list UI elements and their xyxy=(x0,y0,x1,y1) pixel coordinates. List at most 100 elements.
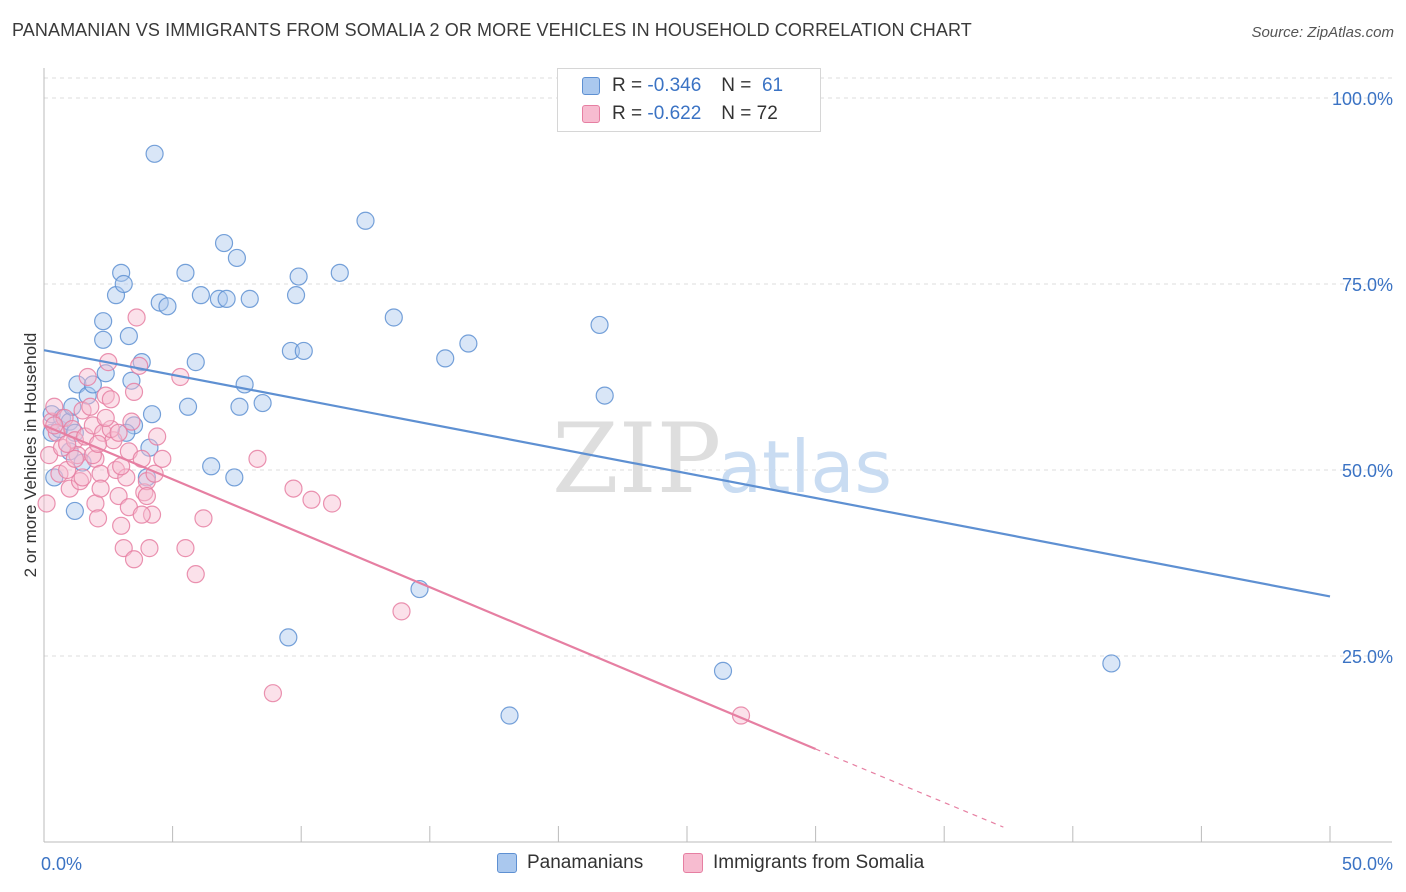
point-panamanian xyxy=(191,286,210,305)
point-panamanian xyxy=(227,248,246,268)
point-somalia xyxy=(392,602,411,621)
point-somalia xyxy=(148,427,167,446)
point-somalia xyxy=(124,550,144,569)
point-somalia xyxy=(96,408,115,428)
point-somalia xyxy=(153,449,172,468)
point-panamanian xyxy=(112,263,131,282)
point-somalia xyxy=(73,468,92,487)
bottom-swatch-panamanians xyxy=(497,853,517,873)
legend-swatch-somalia xyxy=(582,105,600,123)
point-panamanian xyxy=(214,233,234,253)
point-somalia xyxy=(117,468,136,487)
point-panamanian xyxy=(590,315,609,335)
watermark-zip: ZIP xyxy=(552,403,721,515)
point-panamanian xyxy=(94,312,113,331)
chart-title: PANAMANIAN VS IMMIGRANTS FROM SOMALIA 2 … xyxy=(12,20,972,40)
data-points xyxy=(37,144,1121,725)
legend-row-somalia: R = -0.622 N = 72 xyxy=(582,101,778,127)
point-panamanian xyxy=(1102,654,1121,673)
point-panamanian xyxy=(186,353,205,372)
point-panamanian xyxy=(114,274,133,294)
point-panamanian xyxy=(119,326,138,346)
trend-line-panamanian xyxy=(43,349,1331,598)
point-somalia xyxy=(302,490,321,509)
point-panamanian xyxy=(65,501,84,521)
correlation-legend: R = -0.346 N = 61 R = -0.622 N = 72 xyxy=(557,68,821,132)
point-panamanian xyxy=(289,267,308,286)
point-somalia xyxy=(109,423,128,442)
legend-n-label: N = xyxy=(721,75,752,96)
point-somalia xyxy=(284,479,303,498)
point-panamanian xyxy=(217,289,236,308)
point-panamanian xyxy=(294,341,313,361)
point-panamanian xyxy=(68,375,87,394)
legend-row-panamanians: R = -0.346 N = 61 xyxy=(582,73,783,99)
trend-lines xyxy=(43,349,1331,828)
y-tick-label: 50.0% xyxy=(1342,461,1393,481)
point-somalia xyxy=(45,397,64,416)
point-panamanian xyxy=(225,468,244,487)
point-somalia xyxy=(248,449,267,468)
legend-n-label: N = 72 xyxy=(721,103,778,124)
x-tick-label: 0.0% xyxy=(41,854,82,874)
point-panamanian xyxy=(286,286,306,305)
point-somalia xyxy=(88,509,108,528)
point-somalia xyxy=(176,539,195,558)
bottom-legend-somalia: Immigrants from Somalia xyxy=(683,852,924,874)
point-panamanian xyxy=(96,364,115,383)
point-somalia xyxy=(91,479,110,498)
point-somalia xyxy=(124,382,144,401)
bottom-legend-label: Immigrants from Somalia xyxy=(713,852,925,873)
y-axis-label: 2 or more Vehicles in Household xyxy=(21,333,40,578)
point-panamanian xyxy=(595,386,614,405)
point-panamanian xyxy=(279,628,298,647)
point-somalia xyxy=(78,367,97,387)
legend-n-value: 61 xyxy=(761,75,784,96)
point-somalia xyxy=(60,479,79,498)
point-panamanian xyxy=(209,289,228,308)
point-panamanian xyxy=(202,457,221,476)
point-somalia xyxy=(37,494,56,513)
point-panamanian xyxy=(253,393,272,413)
legend-r-value: -0.622 xyxy=(647,103,702,124)
bottom-swatch-somalia xyxy=(683,853,703,873)
point-somalia xyxy=(132,505,151,524)
source-label: Source: ZipAtlas.com xyxy=(1251,24,1394,41)
axes xyxy=(43,68,1392,843)
point-somalia xyxy=(142,505,162,524)
bottom-legend-label: Panamanians xyxy=(527,852,644,873)
point-panamanian xyxy=(459,334,478,353)
point-panamanian xyxy=(281,341,301,361)
trend-line-somalia xyxy=(43,424,817,751)
point-somalia xyxy=(322,494,342,513)
point-panamanian xyxy=(240,289,259,308)
point-panamanian xyxy=(122,371,141,390)
point-somalia xyxy=(194,509,213,528)
point-somalia xyxy=(91,464,110,483)
y-tick-label: 25.0% xyxy=(1342,647,1393,667)
point-somalia xyxy=(130,356,149,375)
trend-line-somalia-extension xyxy=(815,748,1004,828)
point-somalia xyxy=(186,565,205,584)
point-panamanian xyxy=(94,330,113,349)
point-panamanian xyxy=(230,397,249,416)
point-somalia xyxy=(140,539,159,558)
point-panamanian xyxy=(176,263,195,282)
point-panamanian xyxy=(142,405,162,424)
point-panamanian xyxy=(384,308,403,327)
y-tick-label: 75.0% xyxy=(1342,275,1393,295)
point-somalia xyxy=(112,516,131,535)
point-panamanian xyxy=(356,211,375,230)
point-somalia xyxy=(114,539,133,558)
x-tick-label: 50.0% xyxy=(1342,854,1393,874)
tick-labels: 25.0% 50.0% 75.0% 100.0% 0.0% 50.0% xyxy=(41,89,1393,874)
legend-r-value: -0.346 xyxy=(647,75,702,96)
point-panamanian xyxy=(178,397,198,416)
point-panamanian xyxy=(158,297,177,316)
legend-r-label: R = xyxy=(612,75,643,96)
point-somalia xyxy=(81,397,100,416)
point-somalia xyxy=(263,684,283,703)
point-panamanian xyxy=(145,144,164,163)
point-somalia xyxy=(109,486,128,506)
